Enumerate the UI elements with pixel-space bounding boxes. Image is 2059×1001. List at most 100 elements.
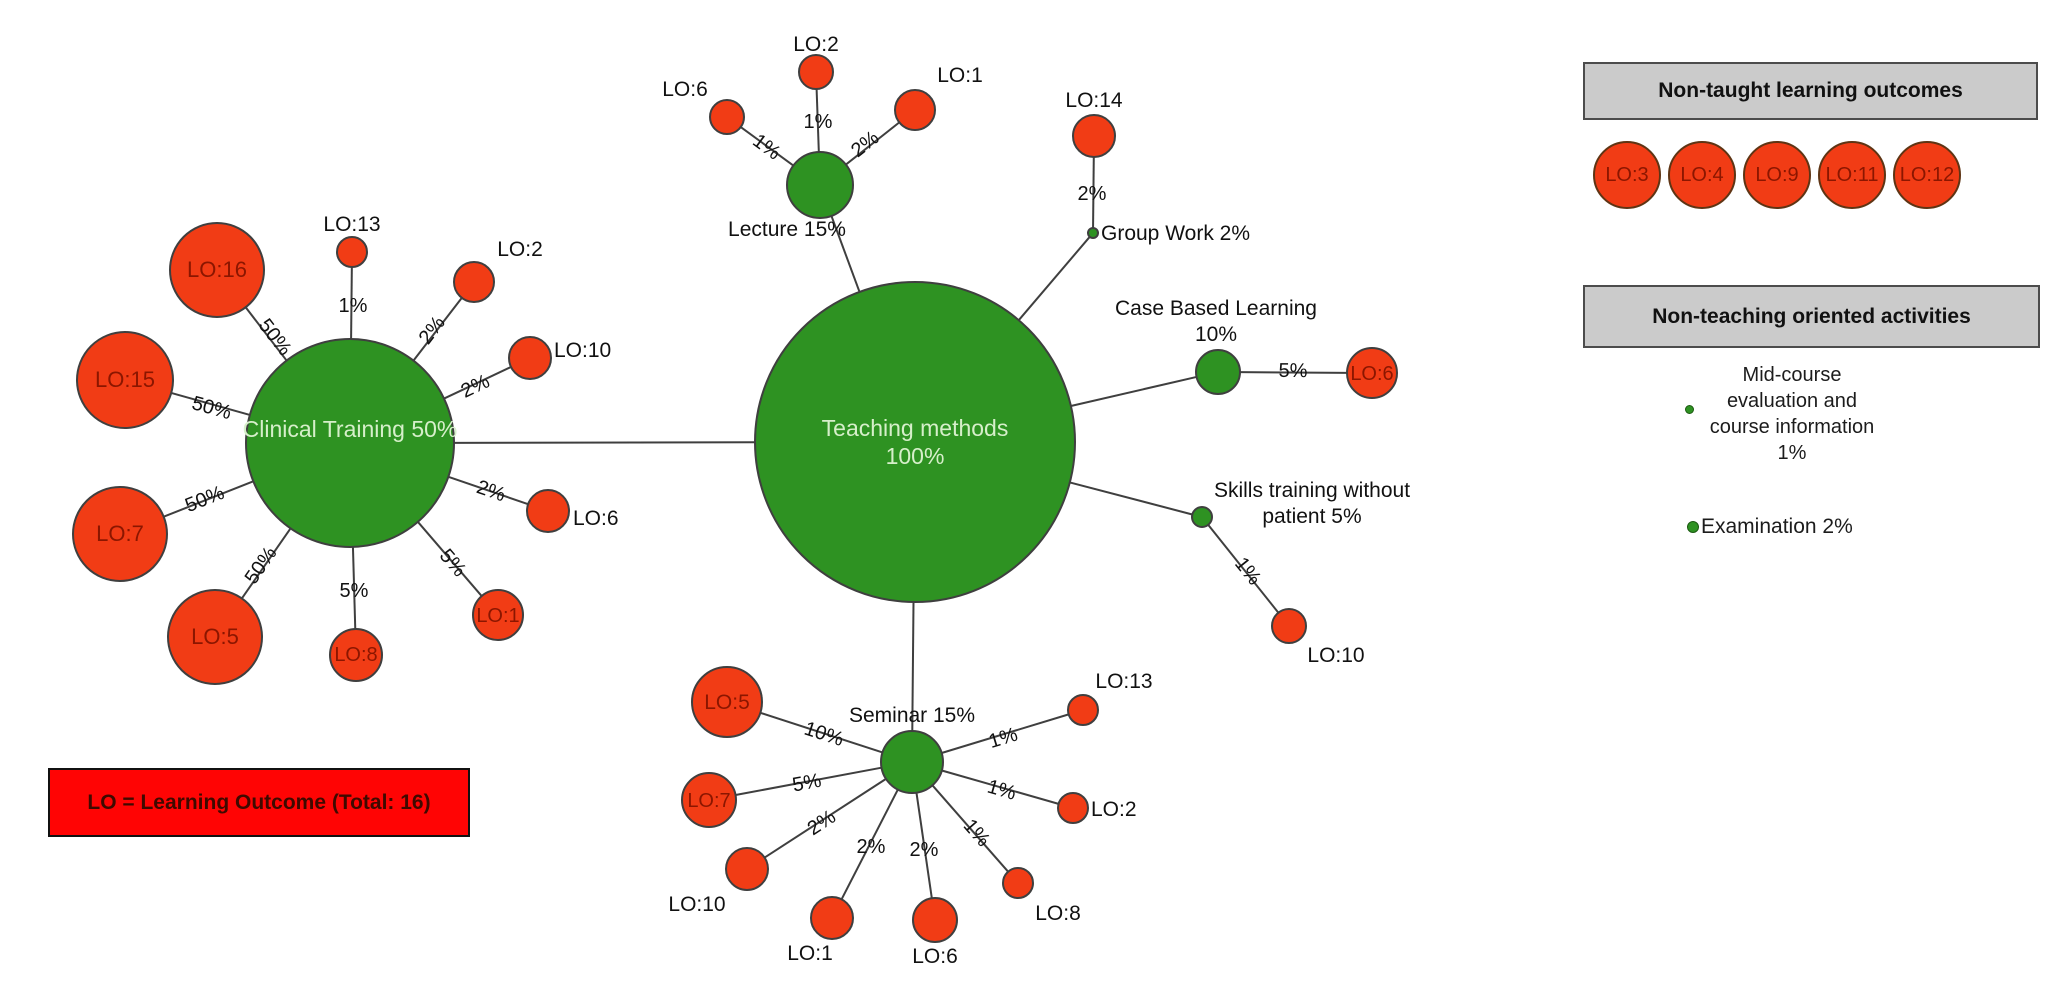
node-label-lo14: LO:14 [1065, 89, 1123, 112]
edge-label-seminar-lo2_sem: 1% [985, 776, 1019, 805]
node-label-lo5_sem: LO:5 [704, 691, 750, 714]
non-taught-lo-circle-9: LO:9 [1743, 141, 1811, 209]
edge-seminar-lo1_sem [840, 789, 899, 900]
node-label-clinical: Clinical Training 50% [243, 416, 458, 442]
edge-clinical-lo2_cli [412, 297, 463, 362]
node-label-groupwork: Group Work 2% [1101, 222, 1250, 245]
non-taught-lo-circle-4: LO:4 [1668, 141, 1736, 209]
edge-label-seminar-lo6_sem: 2% [910, 839, 939, 861]
node-label-lo1_lec: LO:1 [937, 64, 983, 87]
non-taught-lo-label: LO:4 [1680, 163, 1724, 186]
edge-seminar-lo2_sem [941, 769, 1059, 805]
node-label-lo13_sem: LO:13 [1095, 670, 1152, 693]
node-lo1_cli [472, 589, 524, 641]
non-taught-panel-title-box: Non-taught learning outcomes [1583, 62, 2038, 120]
edge-label-seminar-lo10_sem: 2% [804, 806, 840, 840]
node-lo1_sem [810, 896, 854, 940]
node-label-skills: patient 5% [1262, 505, 1361, 528]
node-lo5_cli [167, 589, 263, 685]
node-label-lo1_cli: LO:1 [476, 605, 519, 627]
edge-groupwork-lo14 [1092, 156, 1095, 229]
node-groupwork [1087, 227, 1099, 239]
node-label-lo10_cli: LO:10 [554, 339, 611, 362]
node-lo14 [1072, 114, 1116, 158]
node-lo13_cli [336, 236, 368, 268]
mid-course-line: 1% [1777, 442, 1807, 464]
non-taught-lo-label: LO:9 [1755, 163, 1799, 186]
lo-note-label: LO = Learning Outcome (Total: 16) [87, 790, 431, 814]
node-label-lo6_sem: LO:6 [912, 945, 958, 968]
edge-label-clinical-lo13_cli: 1% [339, 295, 368, 317]
edge-label-clinical-lo16: 50% [254, 315, 296, 360]
edge-clinical-lo7_cli [163, 480, 254, 518]
edge-teaching-groupwork [1017, 236, 1091, 321]
edge-skills-lo10_skl [1207, 524, 1280, 614]
edge-teaching-skills [1069, 481, 1193, 516]
edge-label-cbl-lo6_cbl: 5% [1279, 360, 1308, 382]
edge-clinical-lo13_cli [350, 266, 353, 340]
node-lo15 [76, 331, 174, 429]
edge-lecture-lo2_lec [815, 88, 820, 153]
node-label-lo13_cli: LO:13 [323, 213, 380, 236]
non-taught-lo-row: LO:3 LO:4 LO:9 LO:11 LO:12 [1593, 141, 1961, 209]
examination-dot-icon [1687, 521, 1699, 533]
node-lo1_lec [894, 89, 936, 131]
edge-label-seminar-lo7_sem: 5% [791, 770, 824, 797]
node-lo10_cli [508, 336, 552, 380]
edge-seminar-lo6_sem [915, 792, 933, 899]
node-label-lo5_cli: LO:5 [191, 624, 239, 649]
edge-seminar-lo13_sem [941, 713, 1069, 754]
non-teaching-panel-title-box: Non-teaching oriented activities [1583, 285, 2040, 348]
mid-course-label: Mid-course evaluation and course informa… [1687, 362, 1897, 466]
node-label-skills: Skills training without [1214, 479, 1410, 502]
edge-cbl-lo6_cbl [1239, 371, 1348, 374]
node-lo5_sem [691, 666, 763, 738]
edge-lecture-lo6_lec [740, 126, 794, 167]
mid-course-line: Mid-course [1742, 364, 1842, 386]
edge-lecture-lo1_lec [845, 121, 900, 166]
node-label-lo10_sem: LO:10 [668, 893, 725, 916]
edge-teaching-cbl [1070, 375, 1197, 407]
node-label-lo8_cli: LO:8 [334, 644, 377, 666]
edge-clinical-lo5_cli [241, 527, 292, 599]
mid-course-line: course information [1709, 416, 1875, 438]
node-lecture [786, 151, 854, 219]
node-label-lo10_skl: LO:10 [1307, 644, 1364, 667]
node-label-lo7_sem: LO:7 [687, 790, 730, 812]
node-skills [1191, 506, 1213, 528]
node-label-seminar: Seminar 15% [849, 704, 975, 727]
node-lo6_cbl [1346, 347, 1398, 399]
node-label-lo6_lec: LO:6 [662, 78, 708, 101]
node-clinical [245, 338, 455, 548]
edge-clinical-lo10_cli [443, 366, 512, 400]
non-taught-lo-label: LO:3 [1605, 163, 1649, 186]
mid-course-dot-icon [1685, 405, 1694, 414]
non-taught-lo-label: LO:12 [1899, 163, 1955, 186]
node-label-lo8_sem: LO:8 [1035, 902, 1081, 925]
edge-label-clinical-lo2_cli: 2% [415, 312, 450, 348]
edge-clinical-lo15 [170, 391, 251, 416]
edge-label-clinical-lo10_cli: 2% [458, 370, 494, 402]
edge-clinical-lo8_cli [351, 546, 357, 630]
node-seminar [880, 730, 944, 794]
non-taught-lo-circle-3: LO:3 [1593, 141, 1661, 209]
mid-course-line: evaluation and [1726, 390, 1858, 412]
edge-label-lecture-lo2_lec: 1% [804, 111, 833, 133]
edge-teaching-lecture [830, 215, 861, 293]
node-label-teaching: Teaching methods [822, 415, 1009, 441]
node-label-lo2_sem: LO:2 [1091, 798, 1137, 821]
edge-clinical-lo6_cli [448, 475, 529, 506]
node-label-lo6_cli: LO:6 [573, 507, 619, 530]
node-label-lo6_cbl: LO:6 [1350, 363, 1393, 385]
edge-seminar-lo10_sem [764, 778, 887, 859]
edge-label-lecture-lo1_lec: 2% [847, 127, 883, 162]
node-label-lo16: LO:16 [187, 257, 247, 282]
edge-label-groupwork-lo14: 2% [1078, 183, 1107, 205]
node-lo16 [169, 222, 265, 318]
node-label-cbl: 10% [1195, 323, 1237, 346]
node-cbl [1195, 349, 1241, 395]
edge-seminar-lo5_sem [759, 711, 883, 754]
node-lo2_sem [1057, 792, 1089, 824]
node-lo2_lec [798, 54, 834, 90]
